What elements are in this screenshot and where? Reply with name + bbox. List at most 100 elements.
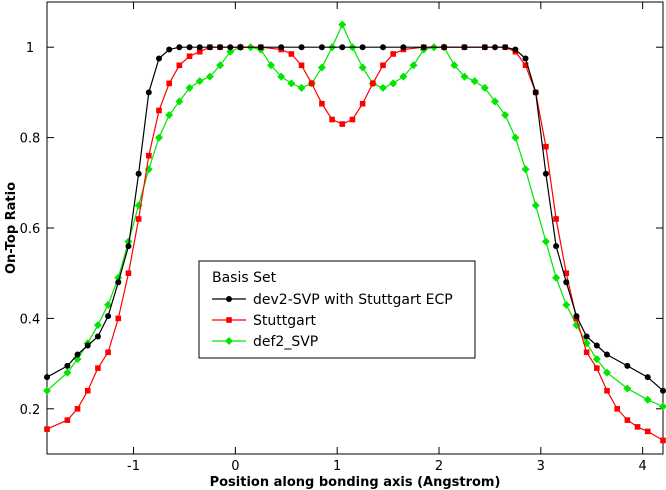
data-point [104, 300, 113, 309]
data-point [502, 44, 509, 51]
data-point [660, 437, 666, 444]
data-point [420, 44, 427, 51]
series-line [46, 23, 664, 408]
data-point [205, 72, 214, 81]
legend-box [198, 260, 476, 359]
data-point [74, 351, 81, 358]
y-axis-title: On-Top Ratio [4, 182, 19, 274]
data-point [318, 44, 325, 51]
data-point [288, 51, 295, 57]
data-point [380, 62, 386, 69]
legend-title: Basis Set [212, 270, 277, 286]
data-point [339, 44, 346, 51]
data-point [604, 387, 610, 394]
data-point [227, 44, 234, 51]
data-point [93, 321, 102, 330]
legend-marker [226, 317, 232, 323]
data-point [594, 365, 600, 371]
data-point [522, 62, 529, 69]
data-point [176, 44, 183, 51]
data-point [44, 426, 50, 432]
legend-marker [225, 337, 233, 345]
data-point [441, 44, 448, 51]
data-point [542, 170, 549, 177]
data-point [135, 170, 142, 177]
data-point [237, 44, 244, 51]
data-point [115, 315, 122, 322]
data-point [614, 406, 620, 412]
data-point [217, 44, 224, 51]
data-point [399, 72, 408, 81]
data-point [583, 333, 590, 340]
data-point [339, 121, 346, 127]
data-point [166, 46, 173, 53]
data-point [460, 72, 469, 81]
data-point [84, 342, 91, 349]
y-tick-label: 0.2 [20, 403, 41, 418]
data-point [267, 61, 275, 70]
data-point [206, 44, 213, 51]
data-point [603, 368, 611, 377]
data-point [659, 402, 666, 411]
data-point [216, 61, 225, 70]
data-point [186, 44, 193, 51]
data-point [308, 80, 315, 87]
data-point [146, 152, 152, 159]
data-point [349, 116, 356, 123]
data-point [338, 20, 347, 29]
data-point [196, 44, 203, 51]
data-point [604, 351, 610, 358]
x-axis-ticks: -1 0 1 2 3 4 [127, 2, 647, 474]
data-point [450, 61, 459, 70]
legend-label: dev2-SVP with Stuttgart ECP [253, 292, 453, 308]
data-point [552, 273, 561, 282]
x-tick-label: 3 [537, 459, 545, 474]
data-point [95, 365, 101, 371]
x-axis-title: Position along bonding axis (Angstrom) [210, 475, 501, 490]
data-point [317, 63, 326, 72]
data-point [553, 216, 559, 222]
data-point [176, 62, 183, 69]
data-point [481, 44, 488, 51]
data-point [644, 428, 651, 435]
data-point [461, 44, 468, 51]
legend-label: Stuttgart [253, 313, 316, 329]
x-tick-label: 2 [435, 459, 443, 474]
data-point [186, 53, 193, 60]
data-point [145, 89, 152, 96]
data-point [43, 386, 51, 395]
data-point [543, 143, 549, 150]
data-point [257, 44, 264, 51]
data-point [660, 387, 666, 394]
data-point [512, 46, 519, 53]
data-point [319, 100, 325, 107]
data-point [278, 44, 285, 51]
data-point [297, 83, 306, 92]
data-point [165, 111, 174, 119]
data-point [287, 79, 296, 88]
data-point [196, 48, 203, 55]
data-point [492, 44, 498, 51]
data-point [470, 77, 479, 86]
data-point [522, 55, 529, 62]
data-point [389, 79, 398, 88]
plot-area [46, 1, 664, 455]
data-point [329, 116, 335, 123]
legend-item: dev2-SVP with Stuttgart ECP [212, 292, 453, 308]
data-point [44, 374, 50, 381]
data-point [155, 133, 163, 142]
data-point [156, 55, 162, 62]
y-tick-label: 0.4 [20, 312, 41, 327]
data-point [400, 44, 407, 51]
data-point [593, 342, 600, 349]
legend-marker [226, 296, 232, 302]
data-point [563, 270, 570, 276]
y-tick-label: 1 [26, 41, 34, 56]
data-point [370, 80, 376, 87]
data-point [166, 80, 172, 87]
data-point [491, 97, 499, 106]
data-point [623, 384, 632, 393]
data-point [64, 362, 71, 369]
data-point [563, 279, 570, 286]
